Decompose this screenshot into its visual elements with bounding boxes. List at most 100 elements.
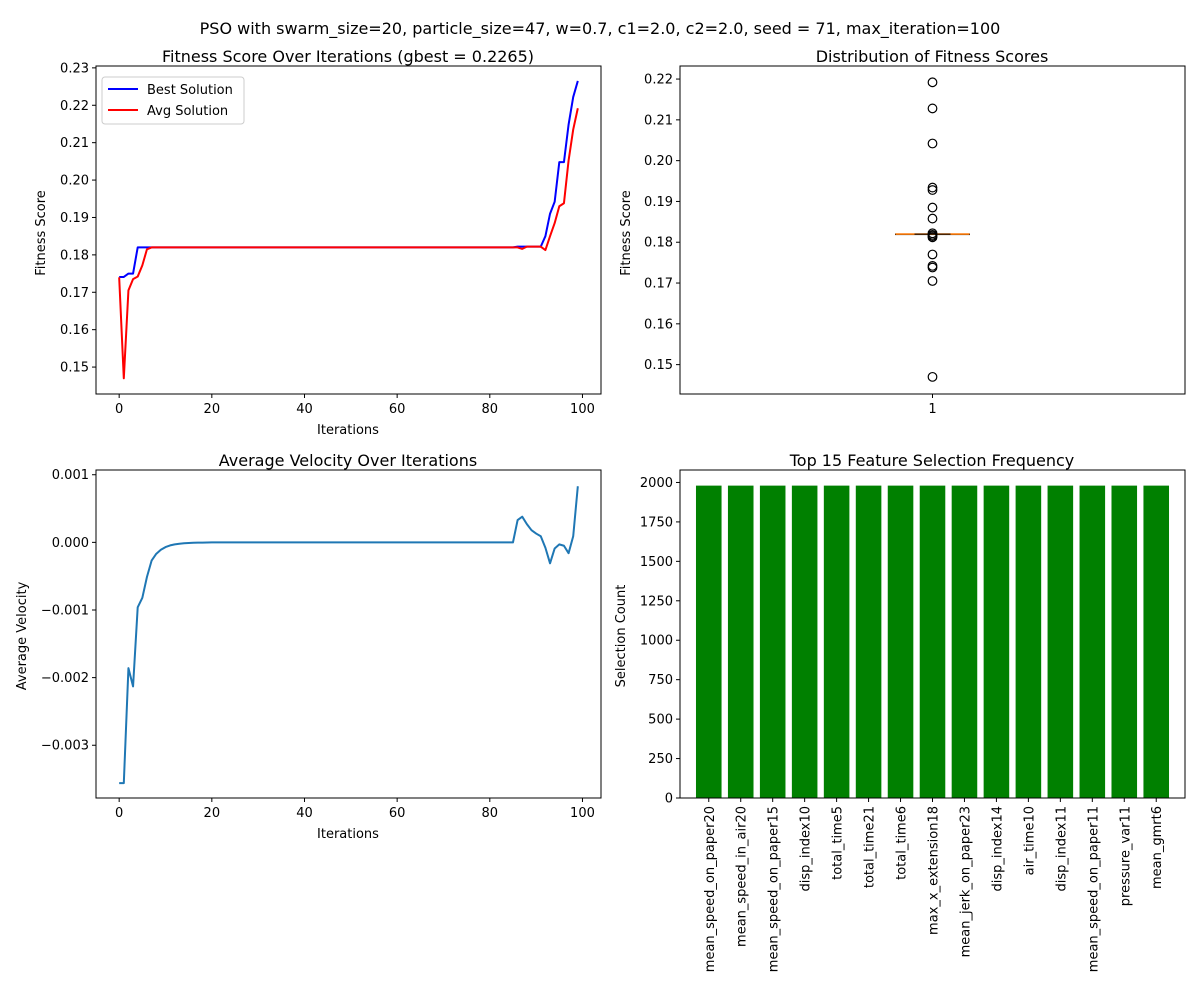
- fitness-ytick-label: 0.19: [60, 211, 89, 226]
- velocity-xtick-label: 0: [115, 806, 123, 821]
- features-xtick-label: mean_jerk_on_paper23: [958, 806, 973, 957]
- fitness-xtick-label: 20: [204, 402, 221, 417]
- box-outlier-point: [927, 232, 938, 243]
- velocity-ytick-label: 0.000: [52, 536, 89, 551]
- features-ytick-label: 1000: [640, 634, 673, 649]
- fitness-ytick-label: 0.15: [60, 361, 89, 376]
- box-outlier-point: [927, 103, 938, 114]
- fitness-plot-frame: [95, 65, 602, 395]
- feature-bar: [1047, 485, 1074, 798]
- fitness-xtick-label: 100: [570, 402, 595, 417]
- box-outlier-point: [927, 185, 938, 195]
- fitness-chart-ylabel: Fitness Score: [34, 190, 49, 276]
- features-xtick-label: total_time5: [831, 806, 846, 880]
- feature-bar: [823, 485, 850, 798]
- velocity-chart-ylabel: Average Velocity: [15, 581, 30, 690]
- features-ytick-label: 1500: [640, 555, 673, 570]
- features-chart: Top 15 Feature Selection Frequency Selec…: [614, 451, 1186, 972]
- fitness-ytick-label: 0.18: [60, 248, 89, 263]
- distribution-xtick-label: 1: [928, 402, 936, 417]
- box-outlier-point: [927, 249, 938, 260]
- velocity-chart: Average Velocity Over Iterations Iterati…: [15, 451, 602, 842]
- fitness-chart: Fitness Score Over Iterations (gbest = 0…: [34, 47, 602, 438]
- distribution-ytick-label: 0.17: [644, 277, 673, 292]
- fitness-chart-title: Fitness Score Over Iterations (gbest = 0…: [162, 47, 534, 66]
- box-outlier-point: [927, 77, 938, 88]
- feature-bar: [951, 485, 978, 798]
- velocity-xtick-label: 60: [389, 806, 406, 821]
- box-outlier-point: [927, 213, 938, 224]
- fitness-legend-label: Avg Solution: [147, 104, 228, 119]
- distribution-ytick-label: 0.20: [644, 154, 673, 169]
- feature-bar: [1079, 485, 1106, 798]
- velocity-xtick-label: 40: [296, 806, 313, 821]
- figure-suptitle: PSO with swarm_size=20, particle_size=47…: [200, 19, 1001, 39]
- feature-bar: [695, 485, 722, 798]
- feature-bar: [919, 485, 946, 798]
- box-outlier-point: [927, 262, 938, 273]
- distribution-chart-title: Distribution of Fitness Scores: [816, 47, 1049, 66]
- features-chart-title: Top 15 Feature Selection Frequency: [789, 451, 1075, 470]
- features-ytick-label: 250: [648, 752, 673, 767]
- features-xtick-label: mean_speed_on_paper15: [767, 806, 782, 972]
- features-ytick-label: 2000: [640, 476, 673, 491]
- features-xtick-label: total_time6: [895, 806, 910, 880]
- fitness-ytick-label: 0.23: [60, 61, 89, 76]
- velocity-ytick-label: 0.001: [52, 468, 89, 483]
- box-outlier-point: [927, 202, 938, 213]
- velocity-chart-xlabel: Iterations: [317, 827, 379, 842]
- fitness-legend-label: Best Solution: [147, 83, 233, 98]
- velocity-ytick-label: −0.001: [41, 603, 89, 618]
- velocity-line: [119, 486, 579, 785]
- distribution-ytick-label: 0.21: [644, 113, 673, 128]
- features-xtick-label: disp_index11: [1054, 806, 1069, 892]
- distribution-ytick-label: 0.15: [644, 358, 673, 373]
- features-ytick-label: 0: [665, 792, 673, 807]
- distribution-ytick-label: 0.22: [644, 73, 673, 88]
- velocity-ytick-label: −0.003: [41, 739, 89, 754]
- fitness-xtick-label: 80: [482, 402, 499, 417]
- feature-bar: [983, 485, 1010, 798]
- feature-bar: [887, 485, 914, 798]
- features-xtick-label: disp_index10: [799, 806, 814, 892]
- feature-bar: [1015, 485, 1042, 798]
- distribution-ytick-label: 0.16: [644, 317, 673, 332]
- feature-bar: [1143, 485, 1170, 798]
- features-xtick-label: mean_gmrt6: [1150, 806, 1165, 889]
- velocity-xtick-label: 80: [482, 806, 499, 821]
- box-outlier-point: [927, 138, 938, 149]
- feature-bar: [1111, 485, 1138, 798]
- features-xtick-label: air_time10: [1022, 806, 1037, 875]
- distribution-ytick-label: 0.18: [644, 236, 673, 251]
- velocity-xtick-label: 20: [204, 806, 221, 821]
- fitness-chart-xlabel: Iterations: [317, 423, 379, 438]
- velocity-chart-title: Average Velocity Over Iterations: [219, 451, 477, 470]
- features-xtick-label: mean_speed_on_paper11: [1086, 806, 1101, 972]
- fitness-xtick-label: 0: [115, 402, 123, 417]
- box-outlier-point: [927, 276, 938, 286]
- fitness-ytick-label: 0.21: [60, 136, 89, 151]
- feature-bar: [855, 485, 882, 798]
- features-xtick-label: total_time21: [863, 806, 878, 888]
- features-ytick-label: 1750: [640, 515, 673, 530]
- feature-bar: [727, 485, 754, 798]
- fitness-line-avg-solution: [118, 108, 579, 380]
- fitness-ytick-label: 0.16: [60, 323, 89, 338]
- fitness-ytick-label: 0.20: [60, 174, 89, 189]
- features-ytick-label: 500: [648, 713, 673, 728]
- feature-bar: [791, 485, 818, 798]
- distribution-chart: Distribution of Fitness Scores Fitness S…: [619, 47, 1186, 417]
- velocity-plot-frame: [95, 469, 602, 799]
- fitness-ytick-label: 0.17: [60, 286, 89, 301]
- fitness-ytick-label: 0.22: [60, 99, 89, 114]
- distribution-chart-ylabel: Fitness Score: [619, 190, 634, 276]
- fitness-xtick-label: 40: [296, 402, 313, 417]
- features-ytick-label: 750: [648, 673, 673, 688]
- feature-bar: [759, 485, 786, 798]
- velocity-xtick-label: 100: [570, 806, 595, 821]
- features-chart-ylabel: Selection Count: [614, 585, 629, 688]
- features-xtick-label: max_x_extension18: [927, 806, 942, 935]
- fitness-xtick-label: 60: [389, 402, 406, 417]
- velocity-ytick-label: −0.002: [41, 671, 89, 686]
